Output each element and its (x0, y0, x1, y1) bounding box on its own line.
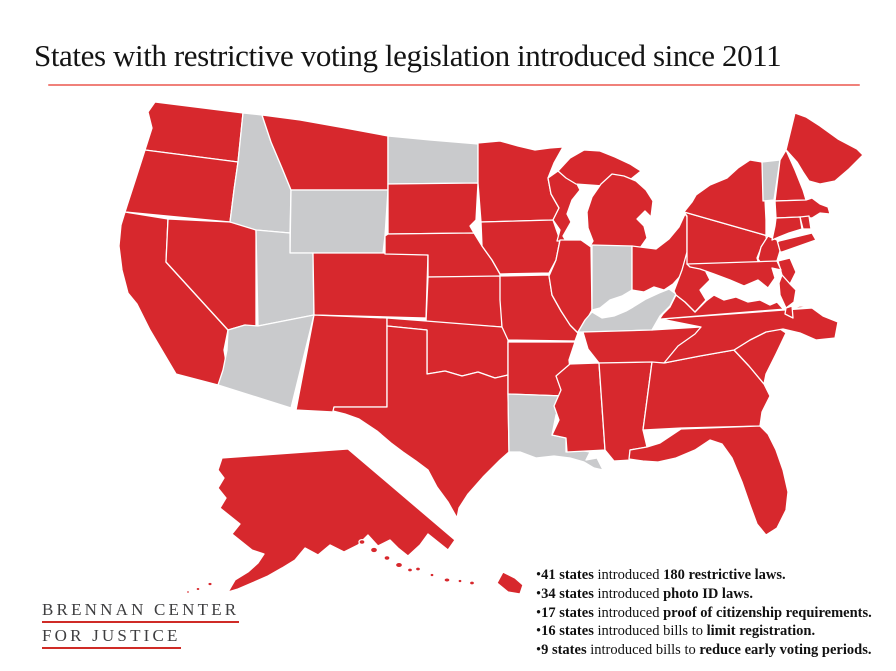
state-rhode-island (799, 215, 812, 230)
logo-line-1: BRENNAN CENTER (42, 601, 240, 623)
page-title: States with restrictive voting legislati… (34, 38, 782, 73)
state-alaska-panhandle-island (394, 561, 404, 569)
state-michigan (586, 173, 654, 249)
state-maryland (686, 260, 782, 289)
state-iowa (480, 219, 561, 275)
state-oregon (124, 149, 239, 223)
state-maine (785, 112, 864, 185)
state-north-carolina (660, 307, 839, 364)
logo-line-2: FOR JUSTICE (42, 627, 181, 649)
state-hawaii-island (443, 577, 451, 583)
state-indiana (591, 244, 633, 311)
state-texas (332, 325, 510, 519)
state-illinois (548, 239, 593, 334)
state-alaska-panhandle-island (369, 546, 379, 554)
brennan-center-logo: BRENNAN CENTER FOR JUSTICE (42, 601, 240, 649)
state-maryland-eastern-shore (778, 274, 797, 309)
stat-item-2: •34 states introduced photo ID laws. (536, 585, 753, 602)
title-underline (48, 84, 860, 86)
state-arizona (217, 314, 315, 409)
state-wyoming (289, 189, 389, 254)
state-alaska-panhandle-island (383, 554, 391, 562)
state-kentucky (577, 288, 677, 333)
state-hawaii-island (429, 572, 435, 578)
state-colorado (312, 252, 429, 319)
state-alabama (598, 361, 653, 462)
state-north-dakota (387, 135, 479, 185)
state-delaware (777, 257, 797, 285)
stat-item-4: •16 states introduced bills to limit reg… (536, 623, 816, 640)
state-alaska-aleutian-island (185, 589, 191, 595)
state-alaska-aleutian-island (207, 581, 213, 587)
statistics-list: •41 states introduced 180 restrictive la… (536, 566, 892, 660)
state-alaska-panhandle-island (358, 538, 366, 546)
state-virginia-eastern-shore (784, 305, 794, 319)
state-alaska-panhandle-island (406, 567, 414, 573)
state-hawaii-big-island (496, 571, 524, 595)
state-alaska (217, 448, 456, 593)
stat-item-3: •17 states introduced proof of citizensh… (536, 604, 872, 621)
state-connecticut (771, 216, 803, 241)
state-florida (628, 425, 789, 536)
stat-item-5: •9 states introduced bills to reduce ear… (536, 642, 872, 659)
state-south-dakota (387, 182, 479, 235)
stat-item-1: •41 states introduced 180 restrictive la… (536, 567, 786, 583)
state-hawaii-island (414, 566, 422, 572)
state-vermont (761, 159, 781, 202)
state-kansas (425, 275, 503, 328)
state-massachusetts (774, 197, 831, 219)
state-hawaii-island (468, 580, 476, 586)
state-alaska-aleutian-island (195, 586, 201, 592)
state-hawaii-island (457, 578, 463, 584)
